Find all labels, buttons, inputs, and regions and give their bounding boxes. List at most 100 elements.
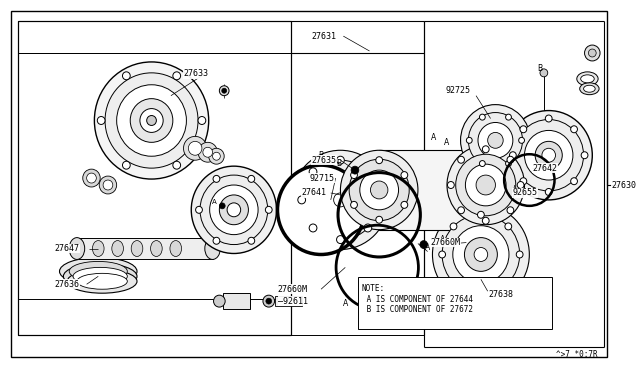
Ellipse shape (580, 83, 599, 95)
Circle shape (122, 161, 130, 169)
Ellipse shape (131, 241, 143, 256)
Ellipse shape (360, 170, 399, 210)
Text: 92655: 92655 (513, 189, 538, 198)
Circle shape (248, 176, 255, 182)
Circle shape (447, 182, 454, 189)
Circle shape (520, 178, 527, 185)
Circle shape (337, 235, 344, 244)
Ellipse shape (584, 85, 595, 92)
Circle shape (540, 69, 548, 77)
Circle shape (122, 72, 130, 80)
Circle shape (439, 251, 445, 258)
Bar (379, 150, 486, 230)
Text: 27631: 27631 (312, 32, 337, 41)
Circle shape (220, 203, 225, 209)
Ellipse shape (474, 247, 488, 262)
Text: B: B (538, 64, 543, 73)
Circle shape (584, 45, 600, 61)
Ellipse shape (112, 241, 124, 256)
Circle shape (364, 168, 372, 176)
Text: A: A (431, 133, 436, 142)
Ellipse shape (340, 150, 418, 230)
Ellipse shape (69, 262, 127, 281)
Circle shape (364, 224, 372, 232)
Circle shape (483, 146, 489, 153)
Circle shape (509, 152, 516, 159)
Ellipse shape (301, 160, 379, 240)
Ellipse shape (210, 185, 258, 235)
Ellipse shape (333, 193, 348, 207)
Text: 27660M: 27660M (431, 238, 461, 247)
Circle shape (196, 206, 202, 213)
Ellipse shape (147, 116, 156, 125)
Ellipse shape (203, 147, 212, 157)
Circle shape (198, 116, 206, 125)
Circle shape (458, 156, 465, 163)
Ellipse shape (580, 75, 594, 83)
Circle shape (401, 171, 408, 179)
Circle shape (506, 114, 511, 120)
Circle shape (571, 178, 577, 185)
Circle shape (520, 126, 527, 133)
Text: ^>7 *0:7R: ^>7 *0:7R (556, 350, 597, 359)
Bar (77, 238, 212, 259)
Text: 27630: 27630 (612, 180, 637, 189)
Bar (358, 277, 552, 329)
Ellipse shape (94, 62, 209, 179)
Circle shape (458, 207, 465, 214)
Text: A: A (444, 138, 450, 147)
Text: 27642: 27642 (532, 164, 557, 173)
Circle shape (477, 211, 484, 218)
Text: B: B (319, 151, 324, 160)
Circle shape (467, 137, 472, 143)
Circle shape (479, 114, 485, 120)
Ellipse shape (465, 164, 506, 206)
Ellipse shape (99, 176, 116, 194)
Circle shape (517, 182, 524, 189)
Ellipse shape (212, 152, 220, 160)
Ellipse shape (227, 203, 241, 217)
Circle shape (351, 171, 357, 179)
Text: 27647: 27647 (54, 244, 79, 253)
Circle shape (263, 295, 275, 307)
Circle shape (309, 224, 317, 232)
Ellipse shape (73, 267, 127, 285)
Circle shape (376, 157, 383, 164)
Text: A: A (342, 299, 348, 308)
Ellipse shape (278, 165, 365, 254)
Circle shape (376, 216, 383, 223)
Ellipse shape (505, 110, 592, 200)
Circle shape (298, 196, 305, 204)
Ellipse shape (198, 142, 218, 162)
Circle shape (266, 206, 272, 213)
Circle shape (213, 176, 220, 182)
Ellipse shape (349, 159, 409, 221)
Circle shape (450, 279, 457, 286)
Ellipse shape (456, 154, 516, 216)
Ellipse shape (453, 226, 509, 283)
Circle shape (479, 161, 485, 167)
Ellipse shape (63, 263, 137, 289)
Text: 27635: 27635 (312, 156, 337, 165)
Circle shape (518, 137, 525, 143)
Ellipse shape (461, 105, 531, 176)
Ellipse shape (447, 145, 525, 225)
Ellipse shape (478, 122, 513, 158)
Text: 27633: 27633 (184, 69, 209, 78)
Circle shape (401, 201, 408, 208)
Text: NOTE:
 A IS COMPONENT OF 27644
 B IS COMPONENT OF 27672: NOTE: A IS COMPONENT OF 27644 B IS COMPO… (362, 284, 473, 314)
Text: 27636: 27636 (54, 280, 79, 289)
Circle shape (248, 237, 255, 244)
Ellipse shape (170, 241, 182, 256)
Circle shape (173, 72, 180, 80)
Ellipse shape (184, 137, 207, 160)
Circle shape (571, 126, 577, 133)
Ellipse shape (103, 180, 113, 190)
Ellipse shape (200, 175, 268, 244)
Ellipse shape (535, 141, 563, 169)
Circle shape (375, 196, 383, 204)
Circle shape (337, 156, 344, 164)
Text: A: A (440, 235, 445, 244)
Bar (223, 293, 250, 309)
Ellipse shape (433, 205, 529, 304)
